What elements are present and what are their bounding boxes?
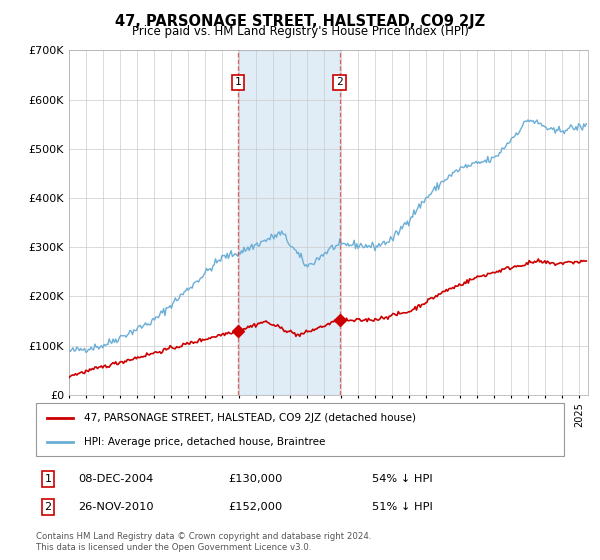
Text: 2: 2 — [44, 502, 52, 512]
Text: 54% ↓ HPI: 54% ↓ HPI — [372, 474, 433, 484]
Text: 08-DEC-2004: 08-DEC-2004 — [78, 474, 153, 484]
Text: 47, PARSONAGE STREET, HALSTEAD, CO9 2JZ (detached house): 47, PARSONAGE STREET, HALSTEAD, CO9 2JZ … — [83, 413, 416, 423]
Text: Contains HM Land Registry data © Crown copyright and database right 2024.: Contains HM Land Registry data © Crown c… — [36, 532, 371, 541]
FancyBboxPatch shape — [36, 403, 564, 456]
Text: 1: 1 — [235, 77, 241, 87]
Bar — [238, 50, 340, 395]
Text: £130,000: £130,000 — [228, 474, 283, 484]
Text: 51% ↓ HPI: 51% ↓ HPI — [372, 502, 433, 512]
Text: HPI: Average price, detached house, Braintree: HPI: Average price, detached house, Brai… — [83, 436, 325, 446]
Text: 1: 1 — [44, 474, 52, 484]
Text: 47, PARSONAGE STREET, HALSTEAD, CO9 2JZ: 47, PARSONAGE STREET, HALSTEAD, CO9 2JZ — [115, 14, 485, 29]
Text: £152,000: £152,000 — [228, 502, 282, 512]
Text: Price paid vs. HM Land Registry's House Price Index (HPI): Price paid vs. HM Land Registry's House … — [131, 25, 469, 38]
Text: 26-NOV-2010: 26-NOV-2010 — [78, 502, 154, 512]
Text: This data is licensed under the Open Government Licence v3.0.: This data is licensed under the Open Gov… — [36, 543, 311, 552]
Text: 2: 2 — [336, 77, 343, 87]
